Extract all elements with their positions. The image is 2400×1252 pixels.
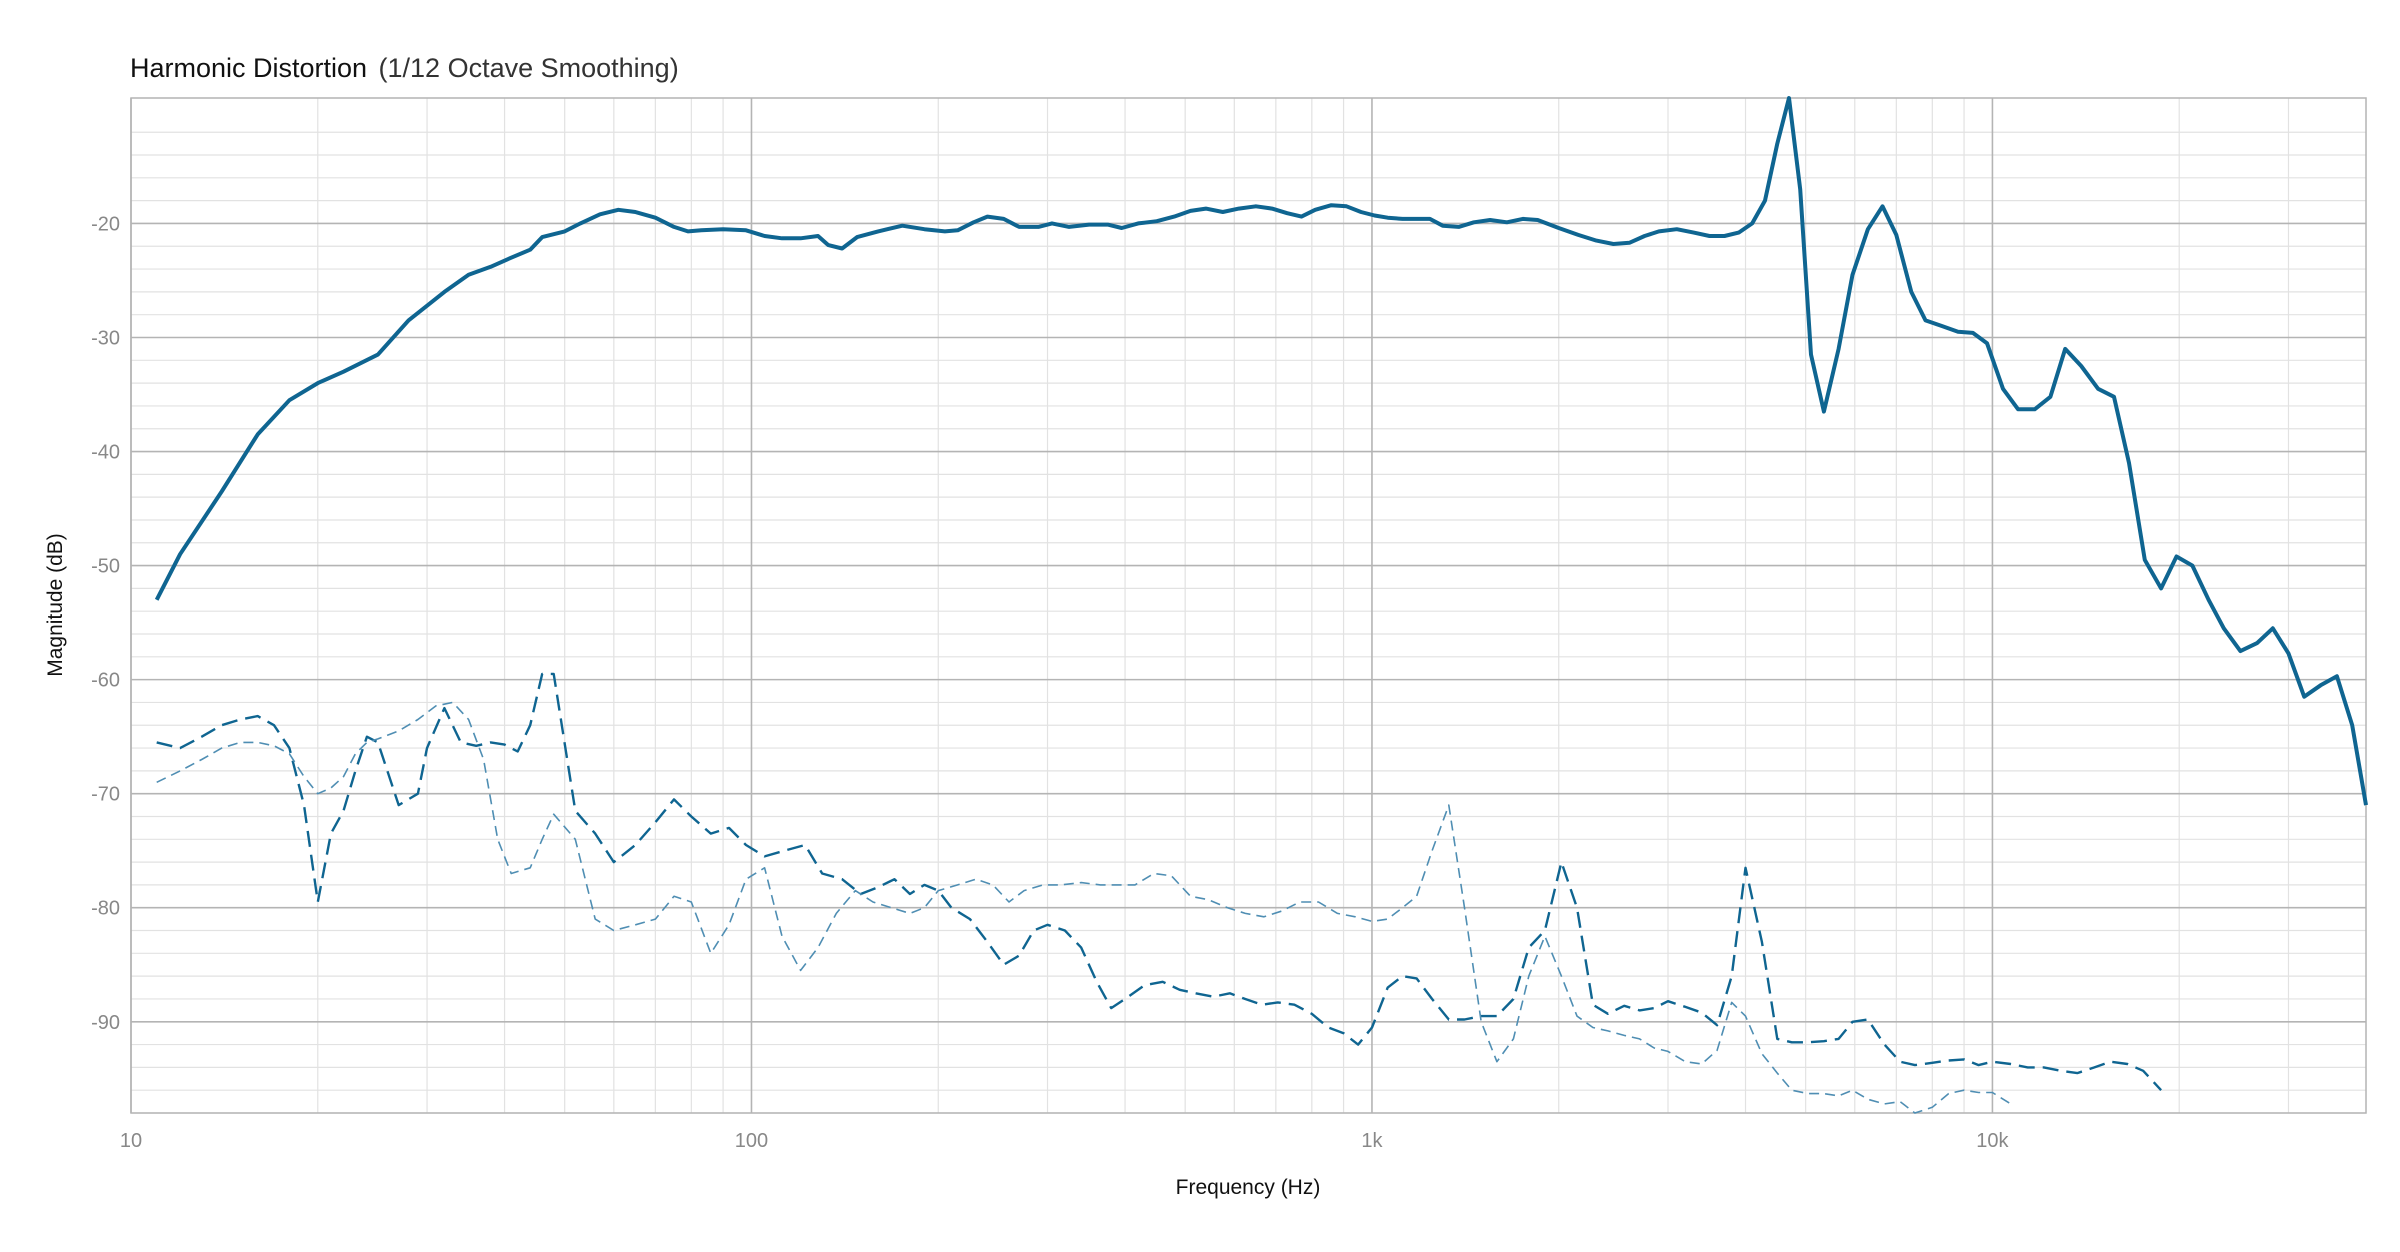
y-tick-label: -80 [91, 898, 120, 920]
x-tick-label: 100 [735, 1130, 768, 1152]
x-tick-label: 10k [1976, 1130, 2009, 1152]
series-line-fundamental-solid [154, 96, 2368, 806]
grid-major [130, 98, 2366, 1113]
y-tick-label: -70 [91, 784, 120, 806]
y-tick-label: -50 [91, 556, 120, 578]
y-tick-label: -60 [91, 670, 120, 692]
x-axis-label: Frequency (Hz) [1176, 1176, 1321, 1199]
y-tick-label: -30 [91, 327, 120, 349]
plot-frame [130, 97, 2367, 1114]
chart-title: Harmonic Distortion (1/12 Octave Smoothi… [130, 53, 679, 83]
y-tick-label: -40 [91, 442, 120, 464]
y-axis-label: Magnitude (dB) [44, 533, 67, 677]
series-line-dashed [156, 672, 2162, 1092]
chart-title-main: Harmonic Distortion [130, 53, 367, 83]
x-tick-label: 1k [1361, 1130, 1383, 1152]
y-tick-label: -90 [91, 1012, 120, 1034]
y-tick-labels: -20 -30 -40 -50 -60 -70 -80 -90 [91, 213, 120, 1033]
chart-title-sub: (1/12 Octave Smoothing) [379, 53, 679, 83]
series-line-dashed-light [156, 701, 2012, 1114]
x-tick-labels: 10 100 1k 10k [120, 1130, 2010, 1152]
grid-minor [131, 98, 2366, 1114]
series-group [154, 96, 2368, 1114]
y-tick-label: -20 [91, 213, 120, 235]
x-tick-label: 10 [120, 1130, 142, 1152]
